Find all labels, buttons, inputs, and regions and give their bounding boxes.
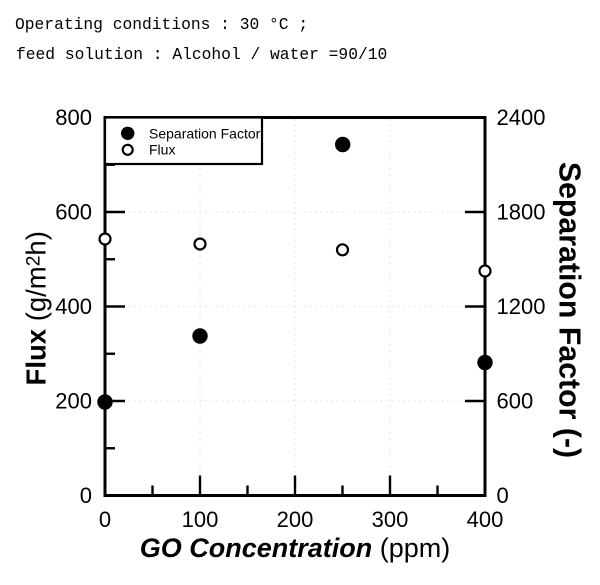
svg-text:feed solution : Alcohol / wate: feed solution : Alcohol / water =90/10 [16,45,387,64]
svg-text:300: 300 [372,507,409,532]
svg-text:1800: 1800 [497,200,546,225]
svg-text:Separation Factor: Separation Factor [149,125,261,141]
svg-text:GO Concentration (ppm): GO Concentration (ppm) [140,533,451,563]
svg-text:400: 400 [467,507,504,532]
svg-text:100: 100 [182,507,219,532]
svg-text:0: 0 [99,507,111,532]
svg-text:400: 400 [55,294,92,319]
svg-text:0: 0 [80,483,92,508]
svg-text:600: 600 [497,389,534,414]
svg-text:Operating conditions : 30 °C ;: Operating conditions : 30 °C ; [15,15,308,34]
svg-text:Separation Factor (-): Separation Factor (-) [553,162,586,458]
svg-text:200: 200 [55,389,92,414]
svg-text:0: 0 [497,483,509,508]
svg-text:Flux: Flux [149,141,175,157]
svg-text:Flux (g/m2h): Flux (g/m2h) [21,231,52,385]
svg-text:200: 200 [277,507,314,532]
svg-text:600: 600 [55,200,92,225]
svg-text:800: 800 [55,105,92,130]
svg-text:2400: 2400 [497,105,546,130]
svg-text:1200: 1200 [497,294,546,319]
